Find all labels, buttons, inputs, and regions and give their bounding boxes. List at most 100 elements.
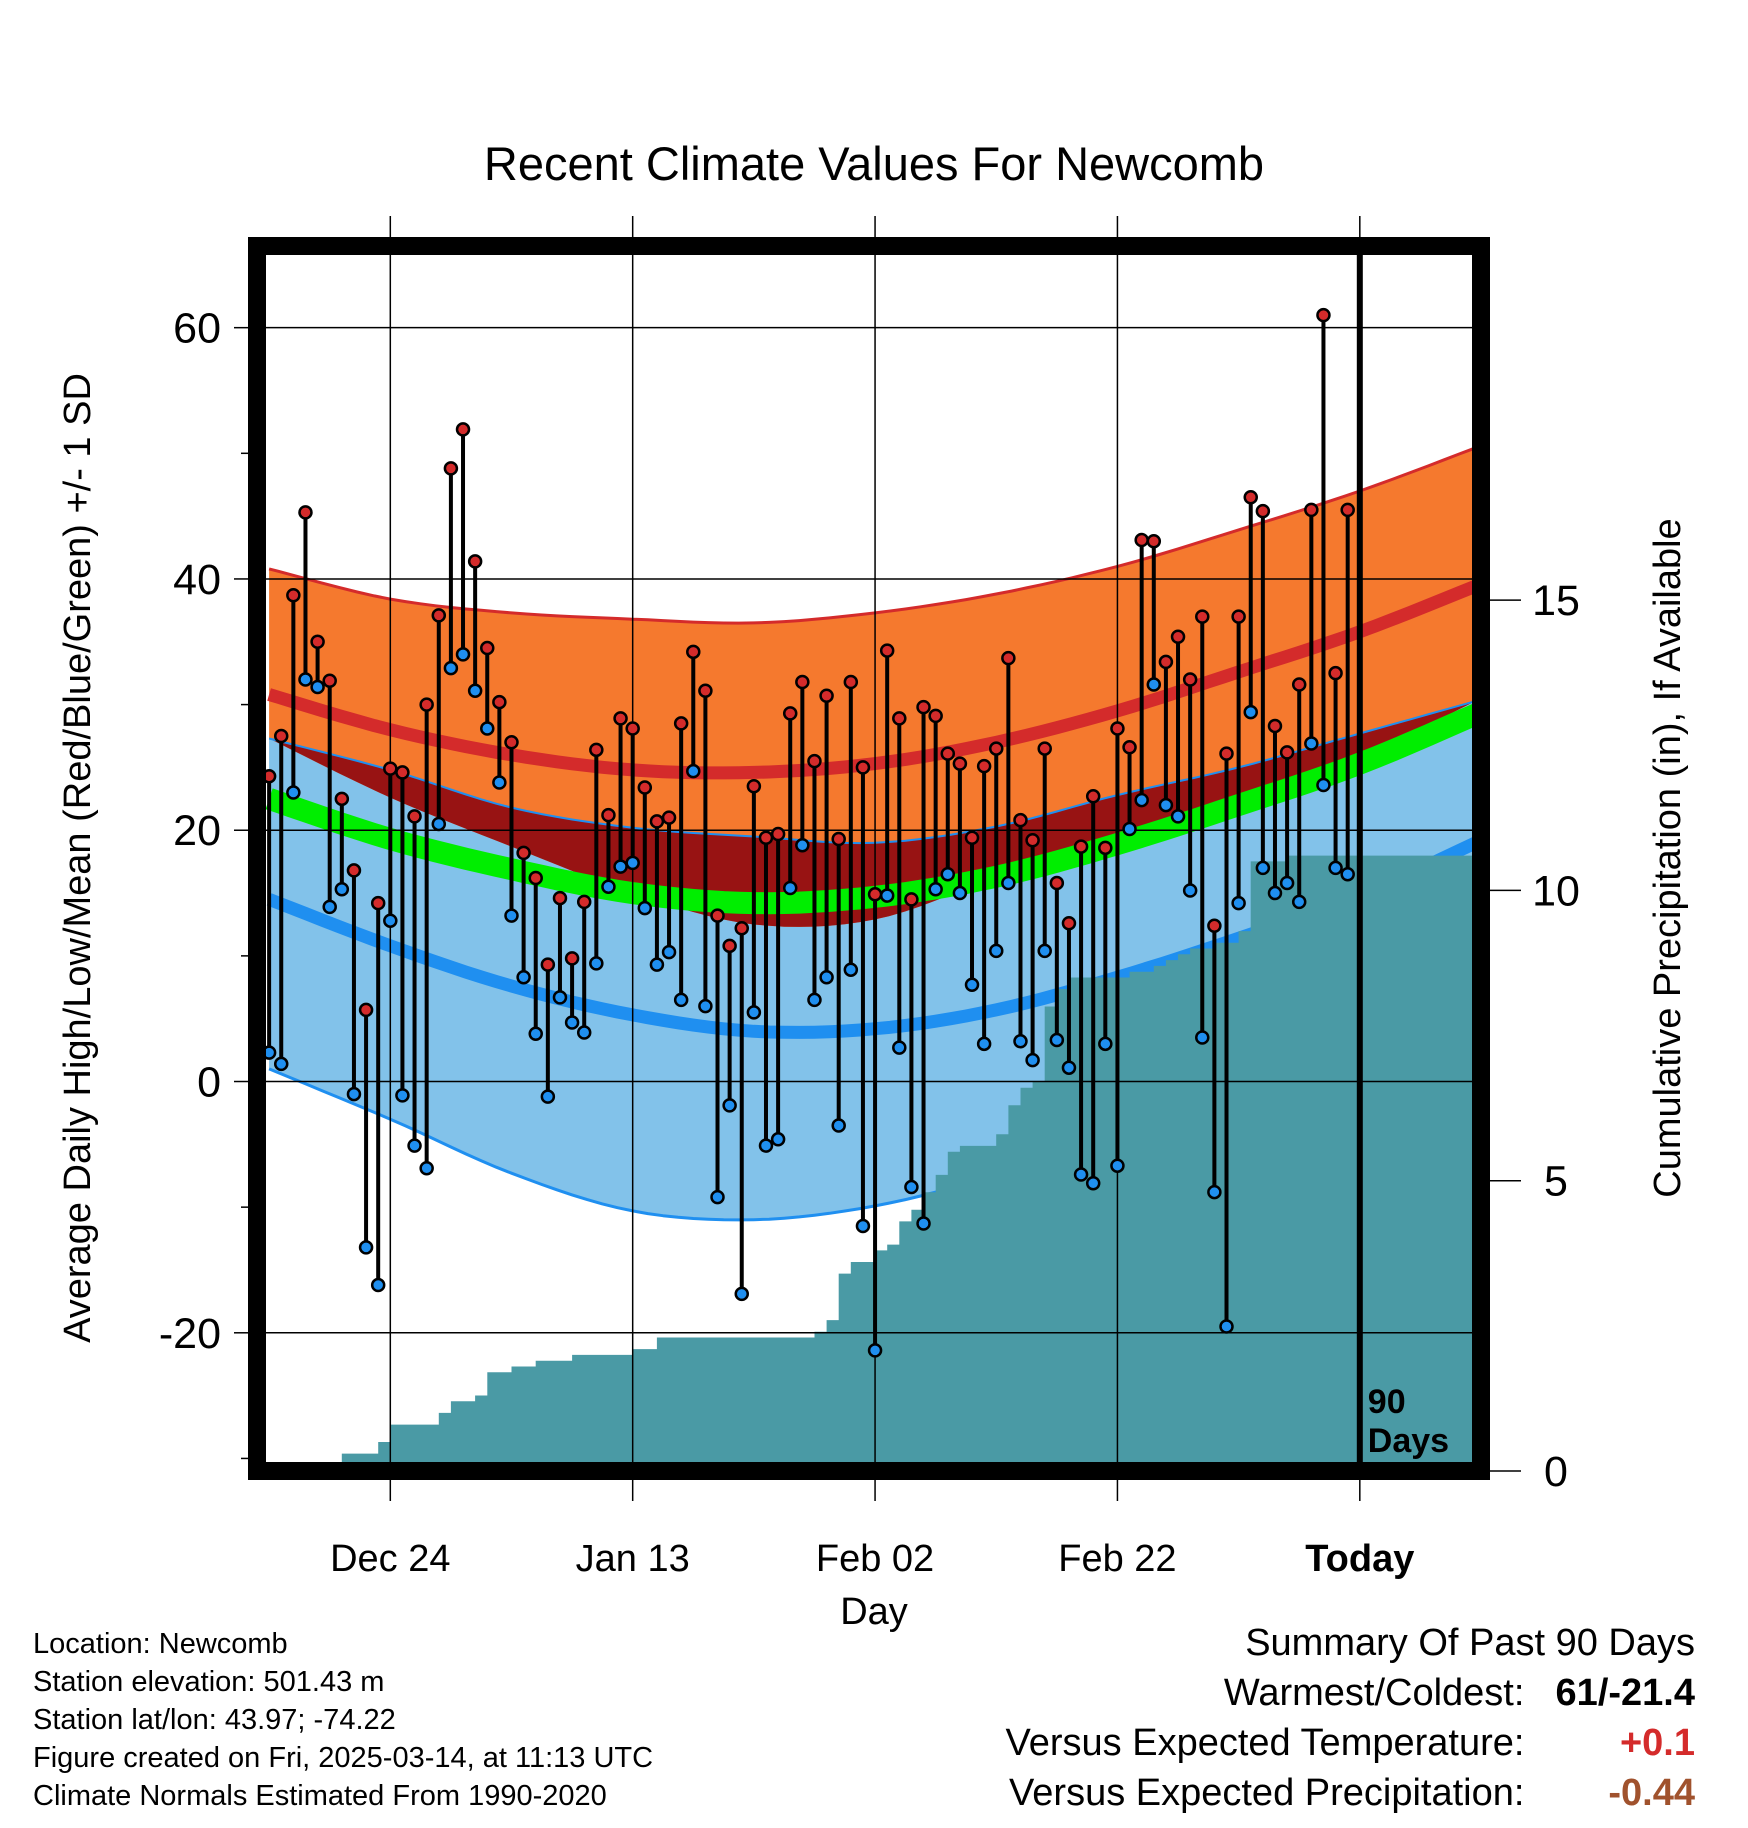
- daily-high-point: [492, 694, 507, 710]
- x-tick-label: Dec 24: [330, 1538, 450, 1580]
- daily-low-point: [782, 880, 798, 896]
- daily-low-point: [346, 1086, 362, 1102]
- daily-low-point: [601, 879, 616, 895]
- today-label-number: 90: [1368, 1383, 1406, 1421]
- daily-high-point: [528, 870, 543, 886]
- x-tick-label: Feb 02: [816, 1538, 934, 1580]
- daily-high-point: [831, 831, 846, 847]
- daily-low-point: [831, 1118, 846, 1133]
- daily-low-point: [528, 1026, 543, 1042]
- daily-low-point: [770, 1132, 786, 1147]
- daily-high-point: [1098, 840, 1113, 856]
- daily-high-point: [504, 735, 519, 750]
- daily-high-point: [673, 716, 689, 731]
- daily-high-point: [988, 741, 1004, 756]
- daily-low-point: [879, 888, 895, 903]
- daily-high-point: [710, 908, 725, 923]
- daily-high-point: [1291, 677, 1307, 692]
- daily-low-point: [358, 1240, 374, 1255]
- daily-low-point: [1195, 1030, 1210, 1045]
- daily-high-point: [576, 894, 592, 910]
- daily-high-point: [892, 711, 907, 726]
- daily-high-point: [564, 951, 580, 966]
- daily-high-point: [649, 814, 665, 829]
- daily-high-point: [407, 809, 422, 824]
- daily-high-point: [1304, 502, 1319, 518]
- daily-high-point: [1001, 650, 1016, 666]
- daily-low-point: [952, 885, 968, 901]
- daily-high-point: [746, 779, 762, 794]
- summary-temp-label: Versus Expected Temperature:: [1005, 1722, 1525, 1764]
- daily-low-point: [637, 900, 653, 916]
- y-tick-label: 0: [197, 1059, 221, 1107]
- y-tick-label: 40: [173, 556, 221, 604]
- summary-precip-label: Versus Expected Precipitation:: [1009, 1772, 1525, 1814]
- daily-low-point: [443, 660, 459, 676]
- daily-low-point: [395, 1088, 410, 1103]
- daily-high-point: [1195, 609, 1210, 624]
- daily-high-point: [1340, 502, 1355, 518]
- daily-low-point: [516, 969, 531, 985]
- daily-high-point: [795, 674, 810, 690]
- daily-low-point: [310, 679, 325, 695]
- daily-high-point: [1170, 629, 1186, 644]
- daily-low-point: [1340, 866, 1355, 882]
- daily-low-point: [964, 977, 980, 993]
- daily-low-point: [940, 866, 956, 882]
- daily-high-point: [904, 892, 919, 907]
- daily-low-point: [589, 956, 604, 971]
- daily-low-point: [286, 785, 301, 800]
- y2-tick-label: 0: [1544, 1448, 1568, 1496]
- daily-low-point: [698, 998, 713, 1014]
- daily-low-point: [1170, 809, 1186, 824]
- daily-high-point: [395, 765, 410, 780]
- info-created: Figure created on Fri, 2025-03-14, at 11…: [33, 1742, 654, 1774]
- daily-low-point: [1085, 1176, 1101, 1191]
- daily-high-point: [1073, 839, 1089, 854]
- daily-high-point: [952, 756, 968, 771]
- daily-high-point: [819, 688, 834, 704]
- daily-low-point: [758, 1138, 774, 1153]
- daily-low-point: [1316, 777, 1331, 793]
- daily-low-point: [1049, 1032, 1065, 1048]
- daily-high-point: [1243, 490, 1258, 505]
- daily-high-point: [431, 608, 447, 623]
- daily-high-point: [540, 957, 556, 972]
- daily-high-point: [419, 697, 434, 712]
- y2-tick-label: 10: [1532, 867, 1580, 915]
- daily-low-point: [795, 838, 810, 853]
- daily-high-point: [625, 721, 640, 736]
- daily-high-point: [1182, 672, 1198, 687]
- daily-low-point: [1182, 883, 1198, 898]
- daily-low-point: [1231, 895, 1246, 911]
- y2-tick-label: 5: [1544, 1158, 1568, 1206]
- x-tick-label: Today: [1305, 1538, 1414, 1580]
- daily-high-point: [1110, 721, 1125, 736]
- daily-high-point: [1061, 915, 1077, 931]
- daily-high-point: [976, 758, 992, 774]
- today-label-days: Days: [1368, 1422, 1449, 1460]
- daily-high-point: [916, 699, 931, 715]
- daily-low-point: [661, 944, 677, 960]
- info-normals: Climate Normals Estimated From 1990-2020: [33, 1780, 607, 1812]
- daily-low-point: [649, 957, 665, 972]
- daily-high-point: [1328, 665, 1343, 681]
- daily-high-point: [383, 761, 398, 776]
- daily-low-point: [1025, 1052, 1040, 1068]
- daily-low-point: [540, 1089, 556, 1104]
- daily-high-point: [455, 422, 471, 437]
- daily-low-point: [1304, 736, 1319, 751]
- daily-high-point: [867, 887, 883, 902]
- daily-low-point: [1158, 797, 1174, 813]
- daily-low-point: [322, 899, 337, 915]
- daily-low-point: [370, 1277, 386, 1293]
- daily-high-point: [1207, 918, 1222, 933]
- daily-high-point: [807, 753, 822, 769]
- daily-low-point: [734, 1286, 750, 1302]
- daily-low-point: [976, 1036, 992, 1052]
- daily-high-point: [637, 780, 653, 795]
- daily-high-point: [770, 826, 786, 842]
- x-tick-label: Feb 22: [1058, 1538, 1176, 1580]
- daily-low-point: [673, 992, 689, 1008]
